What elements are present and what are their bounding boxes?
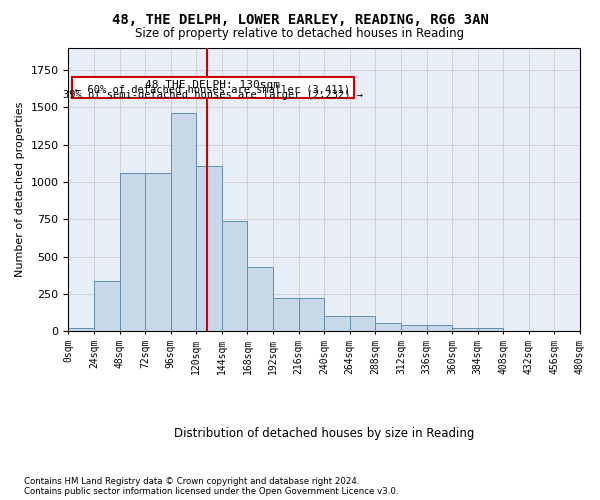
Text: Size of property relative to detached houses in Reading: Size of property relative to detached ho…: [136, 28, 464, 40]
Bar: [222, 221, 247, 332]
Bar: [145, 173, 171, 332]
Bar: [376, 323, 401, 332]
Text: ← 60% of detached houses are smaller (3,411): ← 60% of detached houses are smaller (3,…: [76, 85, 350, 95]
X-axis label: Distribution of detached houses by size in Reading: Distribution of detached houses by size …: [174, 427, 475, 440]
Text: 48, THE DELPH, LOWER EARLEY, READING, RG6 3AN: 48, THE DELPH, LOWER EARLEY, READING, RG…: [112, 12, 488, 26]
Text: 39% of semi-detached houses are larger (2,232) →: 39% of semi-detached houses are larger (…: [63, 90, 363, 100]
Bar: [503, 330, 529, 332]
Text: Contains HM Land Registry data © Crown copyright and database right 2024.: Contains HM Land Registry data © Crown c…: [24, 478, 359, 486]
Bar: [401, 326, 427, 332]
Bar: [247, 267, 273, 332]
Bar: [196, 166, 222, 332]
Bar: [273, 298, 299, 332]
Bar: [478, 328, 503, 332]
Bar: [324, 316, 350, 332]
Bar: [119, 173, 145, 332]
Y-axis label: Number of detached properties: Number of detached properties: [15, 102, 25, 277]
Bar: [94, 280, 119, 332]
Bar: [299, 298, 324, 332]
Text: 48 THE DELPH: 130sqm: 48 THE DELPH: 130sqm: [145, 80, 280, 90]
Bar: [171, 113, 196, 332]
FancyBboxPatch shape: [71, 78, 354, 98]
Bar: [427, 326, 452, 332]
Bar: [350, 316, 376, 332]
Bar: [68, 328, 94, 332]
Text: Contains public sector information licensed under the Open Government Licence v3: Contains public sector information licen…: [24, 487, 398, 496]
Bar: [452, 328, 478, 332]
